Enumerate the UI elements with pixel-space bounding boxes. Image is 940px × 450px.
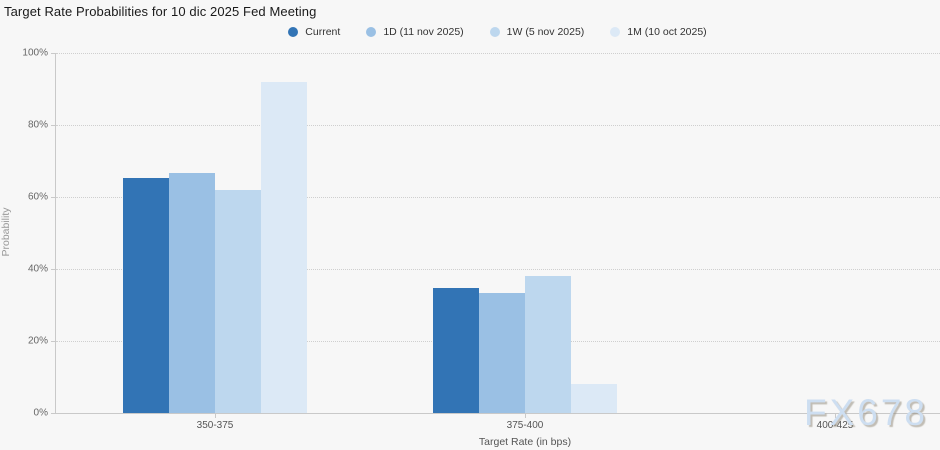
x-category-label-400-425: 400-425: [816, 420, 854, 431]
legend-item-current[interactable]: Current: [288, 26, 340, 38]
x-tick-mark: [835, 414, 836, 418]
y-tick-mark: [51, 269, 55, 270]
y-tick-label-100: 100%: [22, 47, 48, 59]
x-category-label-350-375: 350-375: [196, 420, 234, 431]
gridline-80: [56, 125, 940, 126]
legend-dot-icon: [366, 27, 377, 37]
x-axis-line: [55, 413, 940, 414]
legend-dot-icon: [610, 27, 621, 37]
bar-1w-375-400[interactable]: [525, 276, 571, 413]
y-axis-title: Probability: [0, 207, 12, 257]
y-tick-label-80: 80%: [27, 119, 48, 131]
legend-label: 1D (11 nov 2025): [383, 26, 464, 38]
bar-1d-350-375[interactable]: [169, 172, 215, 413]
bar-current-350-375[interactable]: [123, 177, 169, 413]
y-tick-label-0: 0%: [33, 407, 48, 419]
y-axis-line: [55, 53, 56, 414]
gridline-100: [56, 53, 940, 54]
y-tick-mark: [51, 53, 55, 54]
legend: Current 1D (11 nov 2025) 1W (5 nov 2025) 1M…: [55, 26, 940, 38]
bar-1w-350-375[interactable]: [215, 189, 261, 413]
bar-1d-375-400[interactable]: [479, 293, 525, 413]
x-tick-mark: [525, 414, 526, 418]
legend-label: 1W (5 nov 2025): [506, 26, 585, 38]
legend-label: 1M (10 oct 2025): [627, 26, 707, 38]
legend-item-1m[interactable]: 1M (10 oct 2025): [610, 26, 707, 38]
bar-1m-375-400[interactable]: [571, 383, 617, 413]
y-tick-label-60: 60%: [27, 191, 48, 203]
y-tick-label-40: 40%: [27, 263, 48, 275]
x-tick-mark: [215, 414, 216, 418]
legend-dot-icon: [489, 27, 500, 37]
legend-item-1d[interactable]: 1D (11 nov 2025): [366, 26, 464, 38]
y-tick-mark: [51, 413, 55, 414]
y-tick-mark: [51, 341, 55, 342]
gridline-60: [56, 197, 940, 198]
x-category-label-375-400: 375-400: [506, 420, 544, 431]
y-tick-mark: [51, 197, 55, 198]
legend-label: Current: [305, 26, 341, 38]
bar-current-375-400[interactable]: [433, 288, 479, 413]
gridline-40: [56, 269, 940, 270]
chart-title: Target Rate Probabilities for 10 dic 202…: [4, 4, 317, 19]
bar-1m-350-375[interactable]: [261, 82, 307, 413]
legend-dot-icon: [288, 27, 299, 37]
y-tick-mark: [51, 125, 55, 126]
y-tick-label-20: 20%: [27, 335, 48, 347]
legend-item-1w[interactable]: 1W (5 nov 2025): [489, 26, 585, 38]
x-axis-title: Target Rate (in bps): [478, 436, 572, 448]
